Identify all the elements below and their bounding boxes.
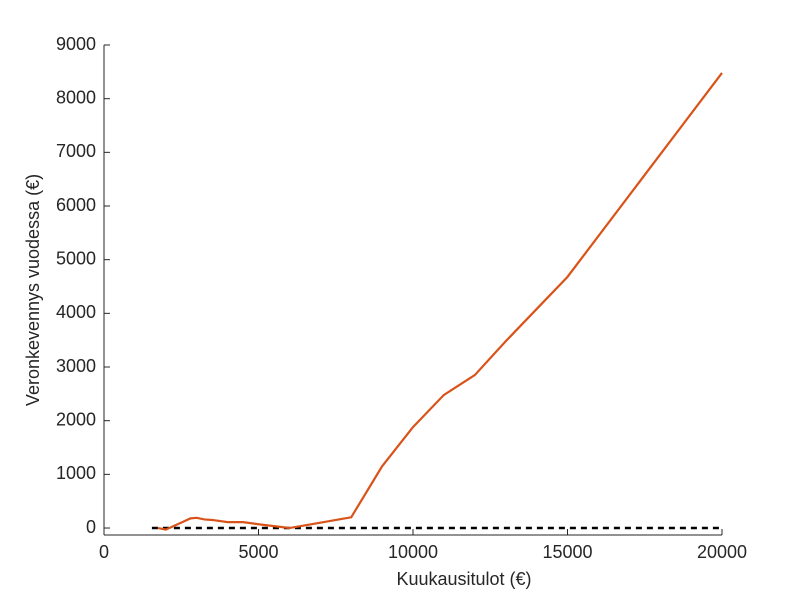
y-tick-label: 4000 <box>56 302 96 322</box>
x-axis-label: Kuukausitulot (€) <box>396 569 531 589</box>
x-tick-label: 15000 <box>542 542 592 562</box>
y-tick-label: 6000 <box>56 195 96 215</box>
x-tick-label: 10000 <box>388 542 438 562</box>
x-tick-label: 5000 <box>238 542 278 562</box>
y-tick-label: 0 <box>86 517 96 537</box>
y-tick-label: 3000 <box>56 356 96 376</box>
x-tick-label: 20000 <box>697 542 747 562</box>
y-tick-label: 2000 <box>56 409 96 429</box>
data-line <box>157 72 723 531</box>
y-tick-label: 8000 <box>56 87 96 107</box>
y-tick-label: 7000 <box>56 141 96 161</box>
y-tick-label: 1000 <box>56 463 96 483</box>
y-axis-label: Veronkevennys vuodessa (€) <box>23 174 43 406</box>
y-tick-label: 5000 <box>56 248 96 268</box>
y-tick-label: 9000 <box>56 34 96 54</box>
x-tick-label: 0 <box>99 542 109 562</box>
